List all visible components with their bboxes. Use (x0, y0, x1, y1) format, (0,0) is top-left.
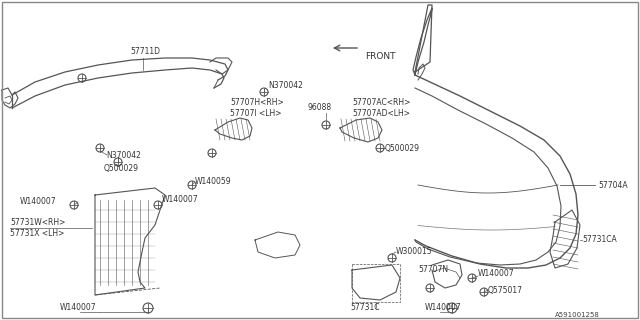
Text: 57707H<RH>
57707I <LH>: 57707H<RH> 57707I <LH> (230, 98, 284, 118)
Text: 57731C: 57731C (350, 303, 380, 313)
Text: 57707AC<RH>
57707AD<LH>: 57707AC<RH> 57707AD<LH> (352, 98, 410, 118)
Text: W140007: W140007 (60, 303, 97, 313)
Text: N370042: N370042 (268, 81, 303, 90)
Text: 57731W<RH>
57731X <LH>: 57731W<RH> 57731X <LH> (10, 218, 65, 238)
Text: W140007: W140007 (162, 196, 198, 204)
Text: W140007: W140007 (20, 197, 56, 206)
Text: Q500029: Q500029 (104, 164, 139, 172)
Text: W140007: W140007 (425, 303, 461, 313)
Text: W140007: W140007 (478, 269, 515, 278)
Text: 96088: 96088 (308, 103, 332, 113)
Text: W140059: W140059 (195, 178, 232, 187)
Text: A591001258: A591001258 (555, 312, 600, 318)
Text: 57704A: 57704A (598, 180, 628, 189)
Text: Q500029: Q500029 (385, 143, 420, 153)
Text: 57731CA: 57731CA (582, 236, 617, 244)
Text: FRONT: FRONT (365, 52, 396, 61)
Text: Q575017: Q575017 (488, 285, 523, 294)
Text: N370042: N370042 (106, 150, 141, 159)
Text: 57711D: 57711D (130, 47, 160, 57)
Text: W300015: W300015 (396, 247, 433, 257)
Text: 57707N: 57707N (418, 266, 448, 275)
